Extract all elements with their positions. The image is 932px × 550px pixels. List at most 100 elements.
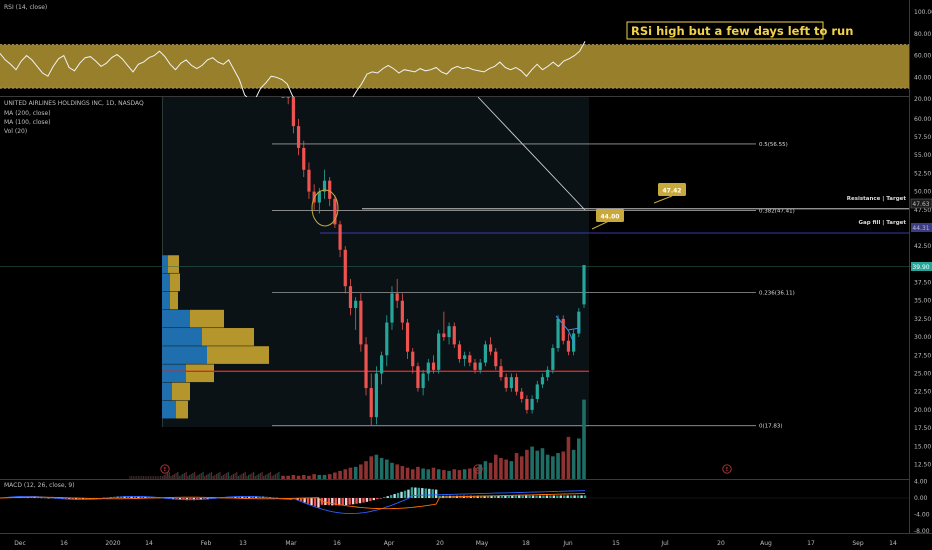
macd-hist-bar (324, 498, 327, 506)
candle-body (535, 384, 539, 399)
volume-bar (149, 476, 151, 479)
volume-bar (281, 475, 285, 479)
price-tick: 55.00 (914, 152, 931, 159)
macd-hist-bar (338, 498, 341, 506)
volume-bar (232, 474, 234, 479)
earnings-marker[interactable] (160, 464, 170, 474)
volume-bar (400, 466, 405, 479)
volume-bar (312, 474, 316, 479)
x-tick: Dec (14, 540, 26, 547)
highlight-circle (311, 189, 339, 227)
candle-body (561, 318, 565, 341)
macd-hist-bar (348, 498, 351, 505)
volume-bar (129, 476, 131, 479)
volume-bar (509, 461, 514, 479)
candle-body (426, 362, 430, 374)
vp-up-bar (162, 400, 176, 419)
macd-hist-bar (241, 496, 244, 498)
macd-hist-bar (341, 498, 344, 506)
candle-body (385, 322, 389, 356)
volume-bar (200, 473, 202, 479)
candle-body (405, 322, 410, 352)
volume-bar (545, 454, 550, 479)
macd-hist-bar (431, 489, 434, 498)
volume-bar (261, 472, 263, 479)
volume-bar (209, 473, 211, 479)
volume-bar (214, 475, 216, 479)
volume-bar (514, 453, 519, 479)
macd-hist-bar (500, 495, 504, 498)
volume-bar (268, 473, 270, 479)
macd-hist-bar (130, 496, 133, 498)
fib-label: 0(17.83) (759, 424, 783, 430)
volume-bar (236, 472, 238, 479)
volume-bar (525, 449, 529, 479)
x-tick: 20 (717, 540, 725, 547)
target-high-value: 47.42 (663, 188, 682, 195)
volume-bar (221, 476, 223, 479)
volume-bar (431, 467, 436, 479)
volume-bar (247, 475, 250, 479)
target-low-value: 44.00 (601, 214, 620, 221)
macd-pane: MACD (12, 26, close, 9) 4.00 0.00 -4.00 -8.… (0, 479, 930, 535)
volume-bar (468, 468, 472, 479)
x-tick: 14 (145, 540, 153, 547)
volume-bar (226, 473, 228, 479)
volume-bar (571, 449, 576, 479)
vp-up-bar (162, 364, 186, 383)
volume-bar (246, 476, 248, 479)
x-tick: 13 (239, 540, 247, 547)
macd-hist-bar (511, 495, 514, 498)
macd-hist-bar (493, 495, 497, 498)
volume-bar (390, 462, 394, 479)
candle-body (540, 377, 545, 385)
candle-body (546, 369, 550, 378)
volume-bar (405, 467, 410, 479)
volume-bar (178, 476, 180, 479)
volume-bar (148, 476, 150, 479)
macd-hist-bar (473, 495, 476, 498)
candle-body (281, 97, 285, 98)
volume-bar (234, 473, 236, 479)
volume-bar (348, 467, 353, 479)
candle-body (520, 391, 524, 399)
macd-hist-bar (563, 495, 566, 498)
volume-bar (137, 476, 139, 479)
x-tick: 20 (436, 540, 444, 547)
target-low-callout[interactable]: 44.00 (591, 209, 624, 230)
macd-hist-bar (410, 487, 414, 498)
volume-bar (426, 469, 431, 479)
candle-body (343, 249, 347, 287)
candle-body (556, 318, 560, 349)
target-high-callout[interactable]: 47.42 (653, 183, 686, 204)
price-tick: 35.00 (914, 298, 931, 305)
macd-hist-bar (524, 495, 528, 498)
macd-hist-bar (549, 495, 552, 498)
x-tick: 18 (522, 540, 530, 547)
level-47-value: 47.63 (912, 201, 929, 208)
macd-hist-bar (434, 489, 438, 498)
volume-bar (158, 476, 160, 479)
earnings-marker[interactable] (473, 464, 483, 474)
macd-hist-bar (583, 495, 587, 498)
volume-bar (183, 473, 186, 479)
macd-hist-bar (531, 495, 535, 498)
volume-bar (151, 476, 153, 479)
macd-hist-bar (313, 498, 317, 507)
volume-bar (195, 476, 197, 479)
volume-bar (254, 476, 256, 479)
gap-fill-label: Gap fill | Target (858, 220, 906, 226)
volume-bar (462, 469, 467, 479)
rsi-line (0, 41, 586, 112)
price-tick: 47.50 (914, 207, 931, 214)
vol-label: Vol (20) (4, 128, 27, 135)
volume-bar (436, 469, 441, 479)
volume-bar (187, 476, 189, 479)
volume-bar (160, 476, 161, 479)
price-tick: 32.50 (914, 316, 931, 323)
volume-bar (163, 476, 165, 479)
earnings-marker[interactable] (722, 464, 732, 474)
volume-bar (205, 475, 208, 479)
volume-bar (249, 474, 251, 479)
macd-hist-bar (358, 498, 362, 504)
